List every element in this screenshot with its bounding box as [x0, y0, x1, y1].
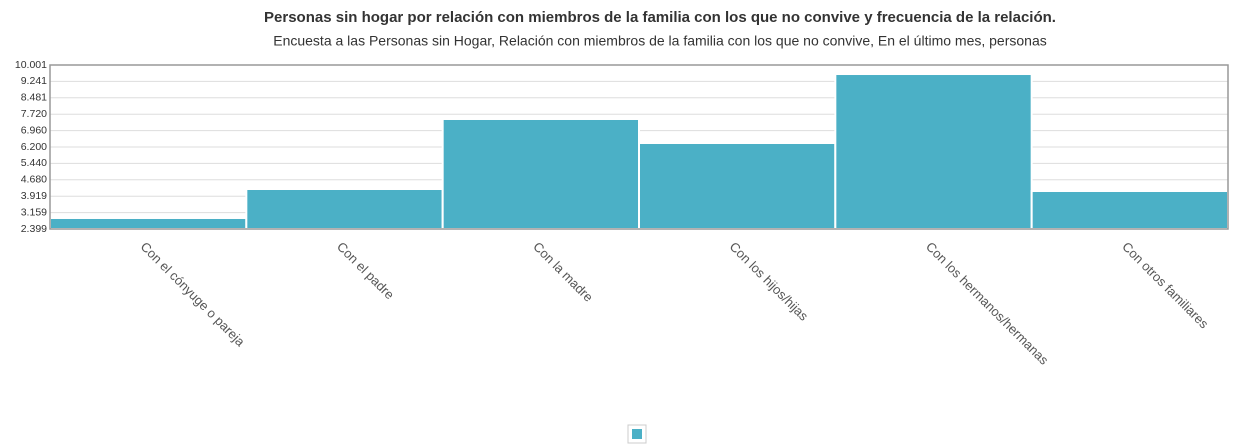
- plot-border: [49, 64, 1229, 230]
- x-tick-label: Con el padre: [334, 239, 397, 302]
- bar: [49, 216, 248, 231]
- y-tick-label: 10.001: [15, 59, 47, 71]
- chart-title: Personas sin hogar por relación con miem…: [264, 9, 1056, 26]
- y-tick-label: 4.680: [21, 174, 47, 186]
- y-tick-label: 7.720: [21, 108, 47, 120]
- chart-subtitle: Encuesta a las Personas sin Hogar, Relac…: [273, 33, 1047, 49]
- y-tick-label: 6.960: [21, 124, 47, 136]
- legend-swatch: [632, 429, 642, 439]
- y-tick-label: 2.399: [21, 223, 47, 235]
- x-tick-label: Con los hermanos/hermanas: [923, 239, 1052, 368]
- bar: [441, 117, 640, 230]
- bar: [834, 73, 1033, 230]
- bar: [1030, 190, 1229, 231]
- x-tick-label: Con el cónyuge o pareja: [138, 239, 249, 350]
- bar: [245, 188, 444, 230]
- y-tick-label: 8.481: [21, 92, 47, 104]
- x-tick-label: Con los hijos/hijas: [727, 239, 812, 324]
- x-tick-label: Con la madre: [530, 239, 596, 305]
- y-tick-label: 6.200: [21, 141, 47, 153]
- bar: [638, 142, 837, 230]
- y-tick-label: 3.919: [21, 190, 47, 202]
- y-tick-label: 9.241: [21, 75, 47, 87]
- x-tick-label: Con otros familiares: [1119, 239, 1212, 332]
- y-tick-label: 3.159: [21, 206, 47, 218]
- y-tick-label: 5.440: [21, 157, 47, 169]
